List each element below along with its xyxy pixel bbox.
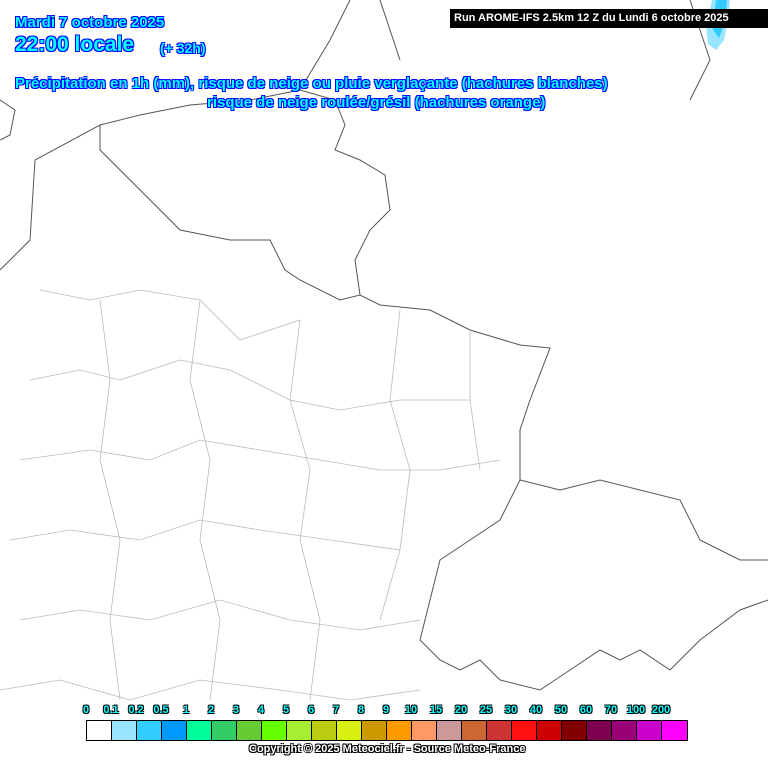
legend-label: 3 <box>232 704 240 716</box>
legend-swatch <box>462 721 487 740</box>
legend-swatch <box>562 721 587 740</box>
legend-label: 4 <box>257 704 265 716</box>
map-description-line1: Précipitation en 1h (mm), risque de neig… <box>15 75 608 92</box>
legend-swatch <box>262 721 287 740</box>
legend-label: 50 <box>554 704 568 716</box>
legend-label: 10 <box>404 704 418 716</box>
legend-label: 1 <box>182 704 190 716</box>
legend-swatch <box>612 721 637 740</box>
legend-swatch <box>637 721 662 740</box>
color-legend <box>86 720 688 741</box>
model-run-label: Run AROME-IFS 2.5km 12 Z du Lundi 6 octo… <box>450 9 768 28</box>
legend-label: 2 <box>207 704 215 716</box>
forecast-time: 22:00 locale <box>15 33 135 56</box>
legend-swatch <box>362 721 387 740</box>
legend-swatch <box>487 721 512 740</box>
legend-swatch <box>137 721 162 740</box>
legend-label: 0.1 <box>103 704 119 716</box>
legend-label: 8 <box>357 704 365 716</box>
legend-swatch <box>162 721 187 740</box>
forecast-date: Mardi 7 octobre 2025 <box>15 14 165 31</box>
legend-swatch <box>87 721 112 740</box>
legend-label: 60 <box>579 704 593 716</box>
legend-label: 0 <box>82 704 90 716</box>
legend-swatch <box>237 721 262 740</box>
legend-label: 0.2 <box>128 704 144 716</box>
legend-label: 6 <box>307 704 315 716</box>
legend-swatch <box>587 721 612 740</box>
department-borders <box>0 289 501 701</box>
legend-swatch <box>212 721 237 740</box>
legend-label: 30 <box>504 704 518 716</box>
legend-swatch <box>387 721 412 740</box>
legend-swatch <box>337 721 362 740</box>
legend-label: 25 <box>479 704 493 716</box>
legend-label: 5 <box>282 704 290 716</box>
copyright-text: Copyright © 2025 Meteociel.fr - Source M… <box>249 743 526 755</box>
legend-label: 40 <box>529 704 543 716</box>
legend-swatch <box>112 721 137 740</box>
legend-swatch <box>537 721 562 740</box>
legend-swatch <box>312 721 337 740</box>
legend-swatch <box>187 721 212 740</box>
legend-swatch <box>412 721 437 740</box>
forecast-lead-time: (+ 32h) <box>160 40 206 56</box>
legend-label: 20 <box>454 704 468 716</box>
map-description-line2: risque de neige roulée/grésil (hachures … <box>207 94 546 111</box>
legend-label: 15 <box>429 704 443 716</box>
legend-swatch <box>512 721 537 740</box>
legend-swatch <box>662 721 687 740</box>
legend-label: 7 <box>332 704 340 716</box>
legend-label: 9 <box>382 704 390 716</box>
legend-swatch <box>437 721 462 740</box>
legend-label: 200 <box>651 704 671 716</box>
legend-label: 0.5 <box>153 704 169 716</box>
legend-label: 70 <box>604 704 618 716</box>
legend-label: 100 <box>626 704 646 716</box>
legend-swatch <box>287 721 312 740</box>
